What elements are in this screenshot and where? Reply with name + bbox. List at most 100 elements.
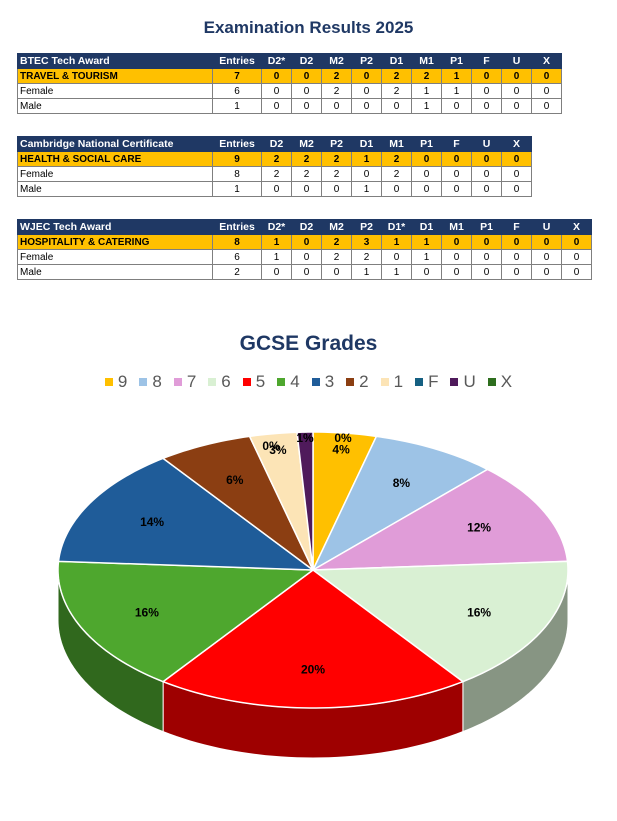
legend-swatch [487,378,496,386]
column-header: D1* [381,219,412,235]
legend-swatch [277,378,286,386]
legend-swatch [139,378,148,386]
legend-item-8: 8 [139,372,162,392]
cell: 0 [351,83,382,99]
cell: 9 [212,151,262,167]
table-row: HOSPITALITY & CATERING 8 1 0 2 3 1 1 0 0… [17,234,592,250]
chart-legend: 9 8 7 6 5 4 3 2 1 F U X [0,372,617,392]
column-header: P2 [351,219,382,235]
cell: 0 [411,181,442,197]
column-header: M1 [441,219,472,235]
pie-slice-3 [57,457,316,571]
legend-item-1: 1 [380,372,404,392]
cell: 0 [501,181,532,197]
legend-item-u: U [450,372,476,392]
table-row: Male 2 0 0 0 1 1 0 0 0 0 0 0 [17,264,592,280]
cell: 0 [561,234,592,250]
legend-label: X [500,372,513,391]
cell: 1 [411,234,442,250]
legend-label: 7 [186,372,197,391]
legend-item-x: X [487,372,513,392]
column-header: M2 [291,136,322,152]
column-header: X [501,136,532,152]
cell: 0 [561,264,592,280]
column-header: X [531,53,562,69]
cell: 6 [212,249,262,265]
data-label-u: 1% [296,431,314,445]
cell: 1 [411,83,442,99]
table-row: Male 1 0 0 0 0 0 1 0 0 0 0 [17,98,562,114]
award-name: Cambridge National Certificate [17,136,213,152]
legend-swatch [173,378,182,386]
data-label-2: 6% [226,473,244,487]
cell: 0 [531,68,562,84]
cell: 2 [291,151,322,167]
cell: 0 [471,181,502,197]
cell: 0 [501,83,532,99]
cell: 0 [411,151,442,167]
cell: 2 [381,68,412,84]
cell: 2 [381,83,412,99]
gcse-pie-chart: 4%8%12%16%20%16%14%6%3%0%1% 0% [57,431,569,759]
cell: 0 [441,166,472,182]
legend-label: U [463,372,476,391]
row-label: TRAVEL & TOURISM [17,68,213,84]
cell: 2 [381,151,412,167]
cell: 0 [531,264,562,280]
data-label-7: 12% [467,521,491,535]
column-header: F [441,136,472,152]
pie-slice-8 [311,435,490,572]
pie-slice-2 [161,435,314,571]
cell: 0 [501,166,532,182]
column-header: P1 [471,219,502,235]
cell: 2 [321,166,352,182]
legend-item-9: 9 [104,372,127,392]
cell: 1 [411,98,442,114]
data-label-x: 0% [334,431,352,445]
legend-swatch [208,378,217,386]
legend-item-3: 3 [311,372,334,392]
column-header: D1 [381,53,412,69]
cell: 2 [212,264,262,280]
table-row: HEALTH & SOCIAL CARE 9 2 2 2 1 2 0 0 0 0 [17,151,532,167]
cell: 0 [501,151,532,167]
legend-swatch [415,378,424,386]
legend-swatch [242,378,251,386]
pie-slice-5 [161,569,465,709]
cell: 1 [212,98,262,114]
cell: 0 [471,151,502,167]
cell: 2 [321,68,352,84]
row-label: HEALTH & SOCIAL CARE [17,151,213,167]
cell: 0 [471,98,502,114]
legend-label: 1 [393,372,404,391]
row-label: Male [17,264,213,280]
row-label: Male [17,181,213,197]
cell: 0 [351,98,382,114]
table-row: Female 6 1 0 2 2 0 1 0 0 0 0 0 [17,249,592,265]
cell: 0 [411,264,442,280]
column-header: P1 [411,136,442,152]
cell: 0 [471,166,502,182]
pie-slice-6 [310,560,569,683]
cell: 2 [291,166,322,182]
cell: 0 [531,83,562,99]
column-header: X [561,219,592,235]
cell: 0 [501,264,532,280]
column-header: M1 [411,53,442,69]
legend-item-7: 7 [173,372,197,392]
cell: 0 [531,234,562,250]
column-header: M1 [381,136,412,152]
cell: 2 [381,166,412,182]
cell: 1 [411,249,442,265]
cell: 0 [381,98,412,114]
cell: 0 [261,98,292,114]
data-label-8: 8% [393,476,411,490]
cell: 0 [381,249,412,265]
column-header: M2 [321,53,352,69]
data-label-6: 16% [467,605,491,619]
cell: 2 [261,151,292,167]
cell: 0 [471,68,502,84]
legend-label: F [428,372,439,391]
column-header: M2 [321,219,352,235]
legend-swatch [380,378,389,386]
